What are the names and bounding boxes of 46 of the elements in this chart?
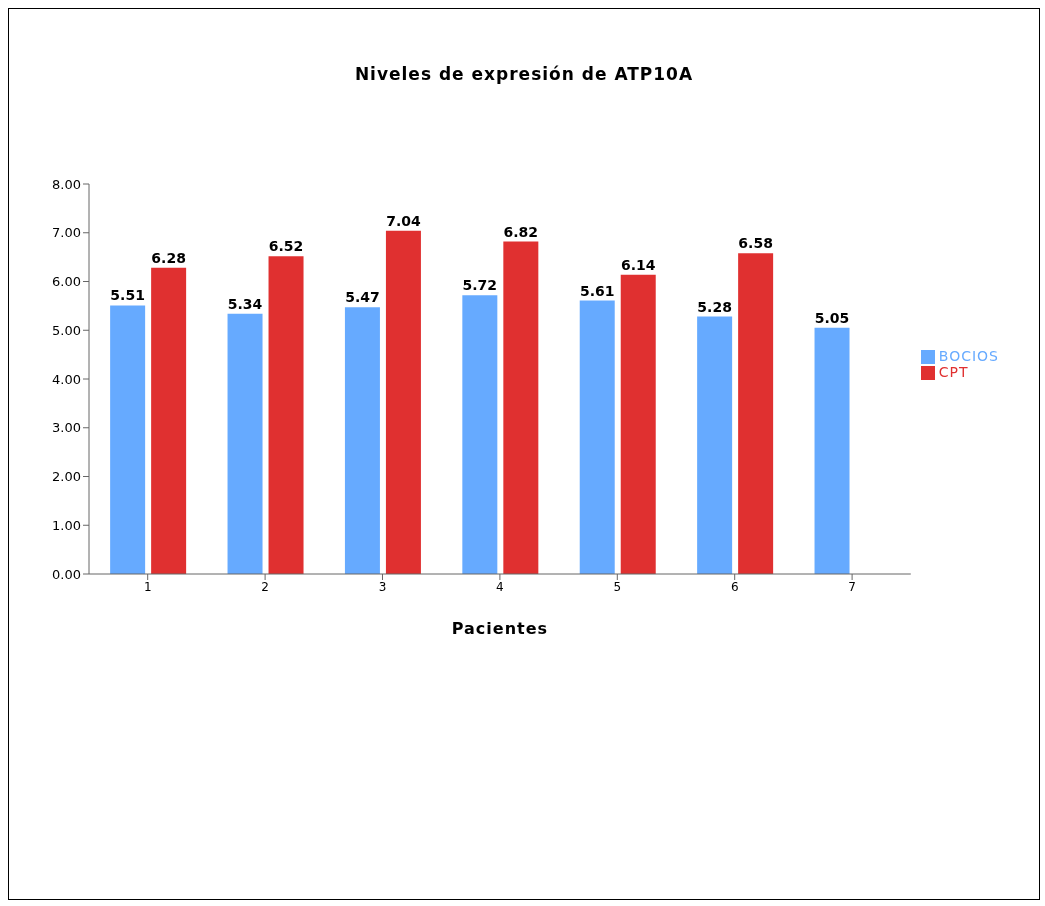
bar (579, 300, 615, 574)
data-label: 7.04 (386, 212, 421, 229)
y-tick-label: 7.00 (52, 225, 81, 241)
x-tick-label: 5 (613, 579, 622, 594)
bar (503, 241, 539, 574)
x-axis-title: Pacientes (451, 619, 549, 638)
data-label: 5.28 (697, 298, 732, 315)
legend-label: BOCIOS (938, 348, 999, 364)
x-tick-label: 3 (378, 579, 387, 594)
x-tick-label: 6 (730, 579, 739, 594)
y-tick-label: 4.00 (52, 371, 81, 387)
bar (738, 253, 774, 574)
y-tick-label: 2.00 (52, 469, 81, 485)
data-label: 5.47 (345, 289, 380, 306)
chart-title: Niveles de expresión de ATP10A (353, 63, 695, 84)
bar (620, 274, 656, 574)
bar (697, 316, 733, 574)
x-tick-label: 4 (496, 579, 504, 594)
y-tick-label: 0.00 (52, 566, 81, 582)
y-tick-label: 6.00 (52, 274, 81, 290)
y-tick-label: 3.00 (52, 420, 81, 436)
bar (110, 305, 146, 574)
bar (385, 230, 421, 574)
data-label: 5.51 (110, 287, 145, 304)
x-tick-label: 1 (143, 579, 152, 594)
bar (462, 295, 498, 574)
data-label: 6.58 (738, 235, 773, 252)
data-label: 5.72 (462, 277, 498, 294)
data-label: 6.28 (151, 249, 186, 266)
data-label: 5.61 (579, 282, 615, 299)
y-tick-label: 1.00 (52, 517, 81, 533)
data-label: 6.14 (620, 256, 656, 273)
data-label: 6.82 (503, 223, 539, 240)
y-tick-label: 8.00 (52, 176, 81, 192)
data-label: 5.34 (227, 295, 263, 312)
x-tick-label: 2 (261, 579, 269, 594)
x-tick-label: 7 (848, 579, 856, 594)
legend-label: CPT (938, 364, 969, 380)
bar (344, 307, 380, 574)
y-tick-label: 5.00 (52, 322, 81, 338)
data-label: 5.05 (814, 309, 850, 326)
bar (814, 327, 850, 574)
bar (268, 256, 304, 574)
bar (151, 267, 187, 574)
bar (227, 313, 263, 574)
data-label: 6.52 (268, 238, 304, 255)
